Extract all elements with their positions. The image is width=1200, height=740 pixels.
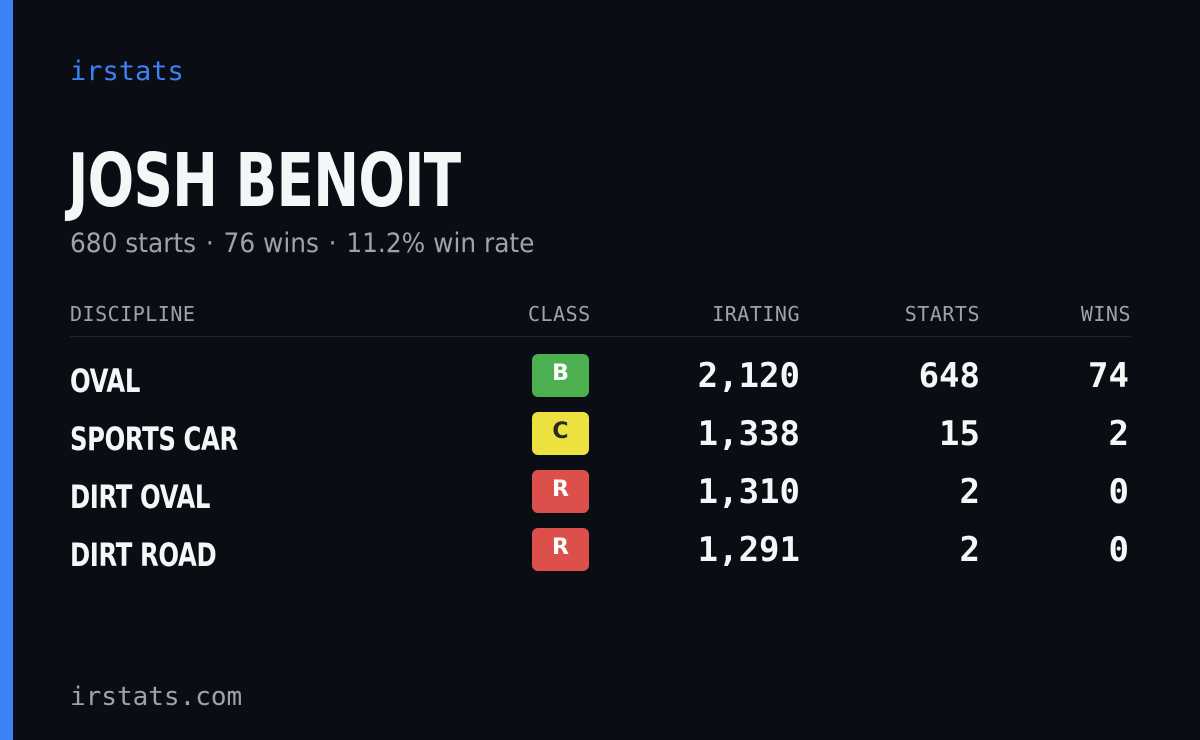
header-discipline: DISCIPLINE (70, 302, 196, 326)
table-row: SPORTS CAR C 1,338 15 2 (70, 412, 1131, 470)
table-header: DISCIPLINE CLASS IRATING STARTS WINS (70, 298, 1131, 337)
discipline-name: SPORTS CAR (70, 420, 238, 458)
footer-url: irstats.com (70, 682, 243, 712)
header-irating: IRATING (712, 302, 800, 326)
starts-value: 2 (959, 472, 980, 512)
header-wins: WINS (1080, 302, 1131, 326)
wins-value: 74 (1088, 356, 1129, 396)
summary-starts: 680 starts (70, 228, 197, 259)
irating-value: 1,338 (697, 414, 800, 454)
summary-separator: · (328, 228, 337, 259)
header-class: CLASS (528, 302, 591, 326)
irating-value: 1,291 (697, 530, 800, 570)
summary-win-rate: 11.2% win rate (346, 228, 535, 259)
irating-value: 2,120 (697, 356, 800, 396)
starts-value: 648 (918, 356, 980, 396)
brand-logo-text: irstats (70, 56, 184, 87)
class-badge: R (532, 470, 589, 513)
starts-value: 15 (939, 414, 980, 454)
driver-name: JOSH BENOIT (68, 138, 461, 224)
driver-summary: 680 starts · 76 wins · 11.2% win rate (70, 228, 534, 259)
summary-wins: 76 wins (223, 228, 319, 259)
starts-value: 2 (959, 530, 980, 570)
table-row: OVAL B 2,120 648 74 (70, 354, 1131, 412)
table-row: DIRT OVAL R 1,310 2 0 (70, 470, 1131, 528)
header-starts: STARTS (904, 302, 980, 326)
discipline-name: OVAL (70, 362, 140, 400)
table-row: DIRT ROAD R 1,291 2 0 (70, 528, 1131, 586)
summary-separator: · (205, 228, 214, 259)
discipline-name: DIRT OVAL (70, 478, 211, 516)
wins-value: 0 (1108, 530, 1129, 570)
class-badge: B (532, 354, 589, 397)
wins-value: 0 (1108, 472, 1129, 512)
table-body: OVAL B 2,120 648 74 SPORTS CAR C 1,338 1… (70, 337, 1131, 586)
accent-bar (0, 0, 13, 740)
irating-value: 1,310 (697, 472, 800, 512)
class-badge: C (532, 412, 589, 455)
discipline-name: DIRT ROAD (70, 536, 217, 574)
class-badge: R (532, 528, 589, 571)
discipline-table: DISCIPLINE CLASS IRATING STARTS WINS OVA… (70, 298, 1131, 586)
wins-value: 2 (1108, 414, 1129, 454)
